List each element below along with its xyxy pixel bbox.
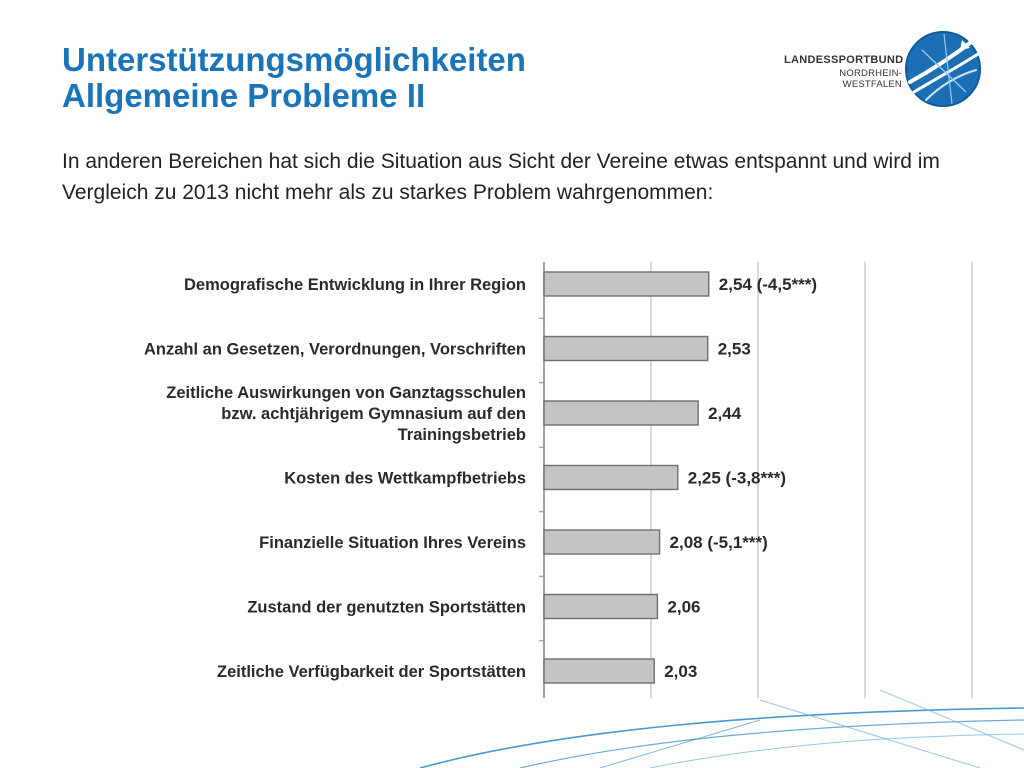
category-label: Zeitliche Auswirkungen von Ganztagsschul… bbox=[166, 384, 526, 444]
data-label: 2,08 (-5,1***) bbox=[670, 533, 768, 552]
bar bbox=[543, 464, 679, 491]
landessportbund-logo: LANDESSPORTBUND NORDRHEIN-WESTFALEN bbox=[776, 30, 982, 110]
category-label: Zustand der genutzten Sportstätten bbox=[247, 599, 526, 617]
bar bbox=[543, 400, 699, 426]
data-label: 2,03 bbox=[664, 662, 697, 681]
category-label-line: Trainingsbetrieb bbox=[398, 426, 526, 444]
category-label-line: Zeitliche Auswirkungen von Ganztagsschul… bbox=[166, 384, 526, 402]
bar bbox=[543, 271, 710, 297]
category-label-line: Kosten des Wettkampfbetriebs bbox=[284, 470, 526, 488]
category-label: Demografische Entwicklung in Ihrer Regio… bbox=[184, 276, 526, 294]
decorative-swoosh bbox=[419, 690, 1024, 768]
intro-text: In anderen Bereichen hat sich die Situat… bbox=[62, 150, 940, 204]
category-label: Zeitliche Verfügbarkeit der Sportstätten bbox=[217, 663, 526, 681]
category-label: Anzahl an Gesetzen, Verordnungen, Vorsch… bbox=[144, 341, 526, 359]
title-line-2: Allgemeine Probleme II bbox=[62, 77, 426, 114]
category-label-line: Demografische Entwicklung in Ihrer Regio… bbox=[184, 276, 526, 294]
data-label: 2,25 (-3,8***) bbox=[688, 469, 786, 488]
data-label: 2,06 bbox=[667, 598, 700, 617]
chart-bars bbox=[543, 271, 710, 684]
logo-globe-icon bbox=[905, 31, 981, 107]
category-label-line: Finanzielle Situation Ihres Vereins bbox=[259, 534, 526, 552]
slide-title: Unterstützungsmöglichkeiten Allgemeine P… bbox=[62, 42, 526, 114]
category-label-line: Anzahl an Gesetzen, Verordnungen, Vorsch… bbox=[144, 341, 526, 359]
chart-category-labels: Demografische Entwicklung in Ihrer Regio… bbox=[144, 276, 526, 681]
bar bbox=[543, 593, 659, 620]
category-label-line: Zeitliche Verfügbarkeit der Sportstätten bbox=[217, 663, 526, 681]
data-label: 2,54 (-4,5***) bbox=[719, 275, 817, 294]
category-label: Finanzielle Situation Ihres Vereins bbox=[259, 534, 526, 552]
chart-value-labels: 2,54 (-4,5***) 2,53 2,44 2,25 (-3,8***) 2,08… bbox=[664, 275, 817, 681]
bar bbox=[543, 529, 661, 555]
logo-text: LANDESSPORTBUND NORDRHEIN-WESTFALEN bbox=[784, 54, 904, 90]
data-label: 2,53 bbox=[718, 340, 751, 359]
category-label-line: bzw. achtjährigem Gymnasium auf den bbox=[221, 405, 526, 423]
bar bbox=[543, 335, 709, 362]
bar bbox=[543, 658, 655, 684]
category-label: Kosten des Wettkampfbetriebs bbox=[284, 470, 526, 488]
title-line-1: Unterstützungsmöglichkeiten bbox=[62, 41, 526, 78]
logo-line-1: LANDESSPORTBUND bbox=[784, 54, 904, 66]
logo-line-2: NORDRHEIN-WESTFALEN bbox=[839, 68, 902, 90]
category-label-line: Zustand der genutzten Sportstätten bbox=[247, 599, 526, 617]
data-label: 2,44 bbox=[708, 404, 742, 423]
bar-chart: Demografische Entwicklung in Ihrer Regio… bbox=[144, 262, 973, 698]
